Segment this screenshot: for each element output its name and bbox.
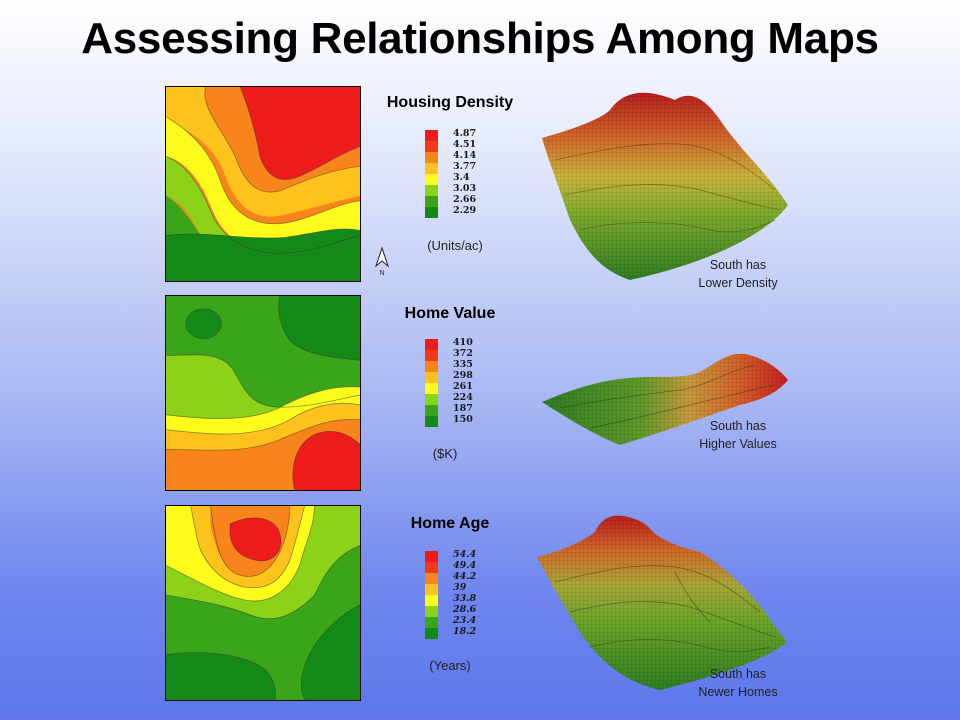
unit-label-housing-density: (Units/ac) [427, 238, 483, 253]
legend-tick: 18.2 [453, 626, 477, 637]
legend-tick: 4.51 [453, 139, 477, 150]
legend-tick: 187 [453, 403, 473, 414]
svg-text:N: N [379, 270, 384, 276]
legend-tick: 3.77 [453, 161, 477, 172]
slide-title: Assessing Relationships Among Maps [81, 14, 879, 63]
legend-tick: 261 [453, 381, 473, 392]
legend-tick: 372 [453, 348, 473, 359]
legend-tick: 3.03 [453, 183, 477, 194]
legend-tick: 49.4 [453, 560, 477, 571]
legend-tick: 33.8 [453, 593, 477, 604]
legend-tick: 4.87 [453, 128, 477, 139]
housing-density-3d-surface [540, 80, 790, 280]
legend-home-age: 54.4 49.4 44.2 39 33.8 28.6 23.4 18.2 [425, 549, 495, 645]
legend-tick: 2.66 [453, 194, 477, 205]
legend-home-value: 410 372 335 298 261 224 187 150 [425, 337, 495, 433]
caption-line: Newer Homes [698, 685, 778, 699]
legend-tick: 4.14 [453, 150, 477, 161]
legend-tick: 23.4 [453, 615, 477, 626]
caption-line: South has [709, 419, 767, 433]
home-value-contour-map [165, 295, 361, 491]
panel-title-home-age: Home Age [410, 515, 490, 532]
caption-home-value: South has Higher Values [668, 417, 808, 453]
legend-tick: 298 [453, 370, 473, 381]
caption-line: Higher Values [699, 437, 777, 451]
legend-color-ramp [425, 130, 438, 218]
legend-tick: 224 [453, 392, 473, 403]
unit-label-home-age: (Years) [429, 658, 471, 673]
unit-label-home-value: ($K) [432, 446, 458, 461]
panel-title-home-value: Home Value [404, 305, 496, 322]
legend-tick: 39 [453, 582, 467, 593]
home-value-3d-surface [540, 350, 790, 450]
legend-tick: 150 [453, 414, 473, 425]
caption-line: South has [709, 667, 767, 681]
caption-housing-density: South has Lower Density [668, 256, 808, 292]
legend-color-ramp [425, 339, 438, 427]
legend-color-ramp [425, 551, 438, 639]
caption-line: South has [709, 258, 767, 272]
caption-line: Lower Density [698, 276, 778, 290]
legend-tick: 3.4 [453, 172, 470, 183]
caption-home-age: South has Newer Homes [668, 665, 808, 701]
home-age-3d-surface [535, 512, 790, 692]
panel-title-housing-density: Housing Density [386, 94, 514, 111]
legend-tick: 28.6 [453, 604, 477, 615]
home-age-contour-map [165, 505, 361, 701]
legend-tick: 54.4 [453, 549, 477, 560]
legend-tick: 335 [453, 359, 473, 370]
legend-tick: 44.2 [453, 571, 477, 582]
housing-density-contour-map [165, 86, 361, 282]
legend-tick: 2.29 [453, 205, 477, 216]
legend-housing-density: 4.87 4.51 4.14 3.77 3.4 3.03 2.66 2.29 [425, 128, 495, 224]
legend-tick: 410 [453, 337, 473, 348]
north-arrow-icon: N [372, 246, 392, 277]
